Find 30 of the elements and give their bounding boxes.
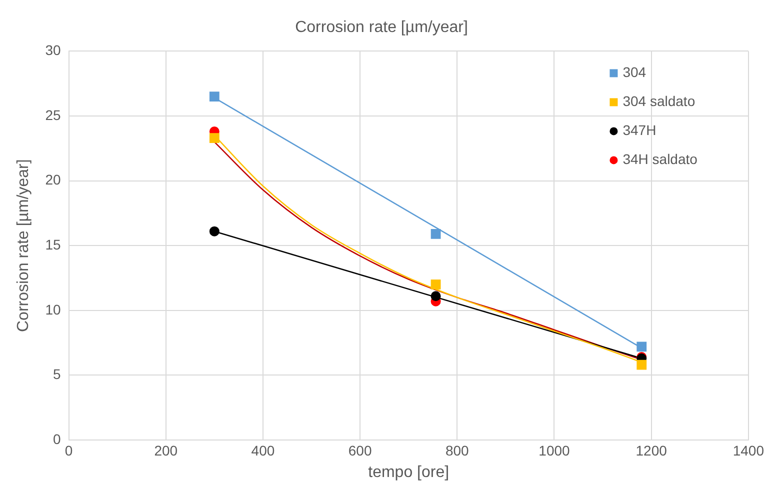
point <box>209 133 220 143</box>
x-tick-label: 0 <box>64 442 73 458</box>
y-tick-label: 5 <box>52 366 61 382</box>
y-tick-label: 15 <box>45 236 61 252</box>
y-tick-label: 0 <box>52 430 61 447</box>
point <box>430 280 441 290</box>
point <box>430 228 441 239</box>
y-tick-label: 20 <box>45 172 61 188</box>
x-tick-label: 400 <box>251 442 275 458</box>
y-tick-label: 30 <box>45 42 61 58</box>
y-tick-label: 25 <box>45 106 61 123</box>
x-tick-label: 800 <box>445 442 470 458</box>
legend-label: 34H saldato <box>622 151 698 168</box>
y-tick-label: 10 <box>45 301 61 318</box>
chart-title: Corrosion rate [µm/year] <box>295 19 468 36</box>
point <box>209 92 220 102</box>
legend-label: 304 saldato <box>622 93 696 110</box>
point <box>636 342 647 352</box>
legend-label: 304 <box>622 64 646 80</box>
x-tick-label: 1200 <box>636 442 668 458</box>
point <box>209 226 220 236</box>
x-tick-label: 200 <box>154 442 178 458</box>
point <box>636 360 647 370</box>
x-tick-label: 600 <box>348 442 372 458</box>
x-axis-title: tempo [ore] <box>368 464 450 481</box>
x-tick-label: 1400 <box>732 442 764 458</box>
y-axis-title: Corrosion rate [µm/year] <box>15 159 32 332</box>
legend-label: 347H <box>622 122 656 138</box>
x-tick-label: 1000 <box>538 442 570 458</box>
point <box>430 291 441 302</box>
